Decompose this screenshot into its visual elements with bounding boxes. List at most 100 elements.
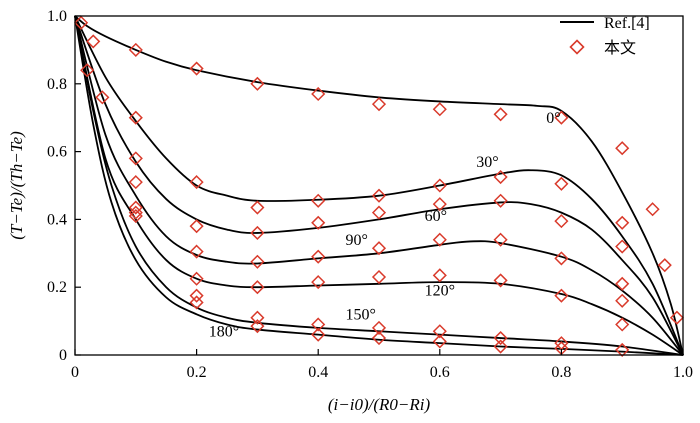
data-point-60deg: [128, 151, 143, 166]
curve-label-30deg: 30°: [476, 154, 498, 171]
legend-label-this-work: 本文: [604, 39, 636, 57]
legend: Ref.[4] 本文: [560, 15, 650, 57]
data-point-150deg: [493, 330, 508, 346]
data-point-180deg: [371, 330, 387, 346]
y-tick-label: 0.8: [47, 76, 67, 93]
data-point-90deg: [615, 276, 630, 291]
data-point-180deg: [432, 334, 447, 349]
series-layer: [74, 15, 684, 356]
x-tick-label: 0.4: [308, 364, 328, 381]
data-point-120deg: [311, 275, 326, 290]
data-point-30deg: [128, 110, 143, 125]
data-point-0deg: [432, 102, 447, 117]
x-tick-label: 0: [71, 364, 79, 381]
data-point-0deg: [493, 107, 508, 122]
y-axis-label: (T−Te)/(Th−Te): [7, 131, 26, 240]
plot-frame: [74, 15, 684, 356]
data-point-180deg: [615, 342, 630, 357]
data-point-0deg: [615, 141, 630, 156]
y-tick-label: 0.4: [47, 211, 67, 228]
curve-label-120deg: 120°: [425, 283, 455, 300]
y-tick-label: 0.2: [47, 279, 67, 296]
data-point-30deg: [189, 175, 204, 190]
data-point-0deg: [74, 15, 89, 30]
data-point-150deg: [128, 205, 143, 220]
data-point-150deg: [615, 317, 630, 332]
data-point-0deg: [250, 76, 265, 91]
y-tick-label: 0.6: [47, 144, 67, 161]
y-tick-label: 1.0: [47, 8, 67, 25]
series-line-90deg: [74, 15, 684, 356]
data-point-0deg: [311, 86, 326, 102]
data-point-150deg: [371, 320, 387, 335]
data-point-180deg: [250, 319, 265, 334]
data-point-60deg: [554, 214, 569, 229]
data-point-60deg: [311, 215, 326, 230]
data-point-60deg: [189, 219, 204, 234]
data-point-180deg: [86, 34, 101, 49]
data-point-0deg: [669, 310, 684, 325]
data-point-120deg: [128, 200, 143, 215]
y-tick-label: 0: [59, 347, 67, 364]
curve-label-0deg: 0°: [546, 110, 560, 127]
data-point-90deg: [311, 249, 326, 264]
data-point-0deg: [554, 110, 569, 125]
annotations-layer: 0° 30° 60° 90° 120° 150° 180°: [209, 110, 561, 341]
data-point-60deg: [371, 205, 387, 220]
data-point-90deg: [250, 254, 265, 269]
data-point-180deg: [493, 339, 508, 354]
data-point-120deg: [189, 271, 204, 286]
data-point-180deg: [95, 90, 110, 105]
data-point-90deg: [371, 241, 387, 256]
data-point-60deg: [493, 193, 508, 208]
data-point-30deg: [311, 193, 326, 208]
curve-label-180deg: 180°: [209, 323, 239, 340]
data-point-30deg: [432, 178, 447, 193]
x-tick-label: 1.0: [673, 364, 693, 381]
data-point-30deg: [250, 200, 265, 215]
data-point-120deg: [250, 280, 265, 295]
series-line-180deg: [74, 15, 684, 356]
data-point-0deg: [657, 258, 672, 273]
data-point-120deg: [371, 269, 387, 285]
x-tick-label: 0.6: [430, 364, 450, 381]
series-line-120deg: [74, 15, 684, 356]
legend-label-ref: Ref.[4]: [604, 15, 650, 32]
data-point-90deg: [493, 232, 508, 247]
x-tick-label: 0.2: [187, 364, 207, 381]
series-line-0deg: [74, 15, 684, 356]
data-point-120deg: [554, 288, 569, 303]
curve-label-150deg: 150°: [346, 306, 376, 323]
data-point-60deg: [250, 225, 265, 241]
axes-layer: 0 0.2 0.4 0.6 0.8 1.0 0 0.2 0.4 0.6 0.8 1.0: [47, 8, 693, 381]
data-point-150deg: [432, 324, 447, 339]
data-point-90deg: [554, 251, 569, 266]
data-point-180deg: [80, 63, 95, 78]
data-point-30deg: [493, 169, 508, 185]
data-point-180deg: [128, 208, 143, 224]
series-line-150deg: [74, 15, 684, 356]
data-point-120deg: [432, 268, 447, 283]
data-point-0deg: [371, 97, 387, 112]
data-point-30deg: [615, 215, 630, 230]
x-tick-label: 0.8: [551, 364, 571, 381]
data-point-150deg: [250, 310, 265, 325]
data-point-0deg: [128, 42, 143, 57]
data-point-90deg: [189, 244, 204, 259]
data-point-120deg: [615, 293, 630, 308]
curve-label-90deg: 90°: [346, 232, 368, 249]
data-point-0deg: [189, 61, 204, 76]
series-line-30deg: [74, 15, 684, 356]
data-point-30deg: [371, 188, 387, 203]
data-point-90deg: [432, 232, 447, 247]
curve-label-60deg: 60°: [425, 208, 447, 225]
data-point-180deg: [189, 295, 204, 310]
data-point-60deg: [432, 197, 447, 212]
data-point-0deg: [645, 202, 660, 217]
legend-diamond-swatch: [569, 39, 585, 55]
data-point-30deg: [554, 176, 569, 191]
data-point-120deg: [493, 273, 508, 288]
data-point-150deg: [189, 288, 204, 303]
